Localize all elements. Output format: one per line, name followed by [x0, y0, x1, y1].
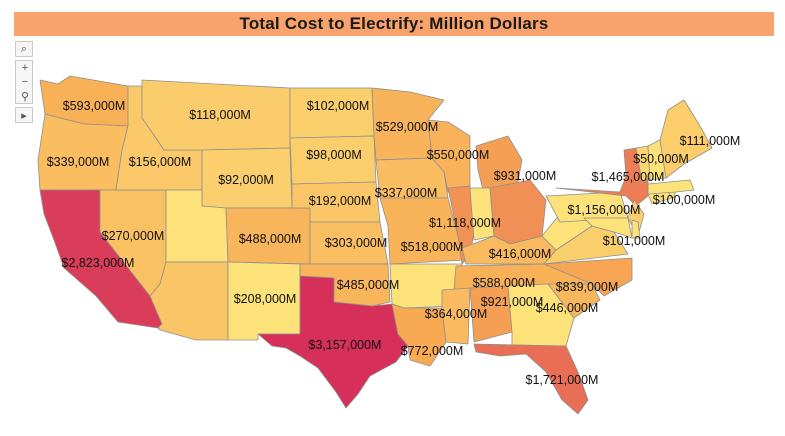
state-value-label-va: $101,000M	[603, 234, 666, 248]
state-md[interactable]	[583, 217, 633, 239]
state-value-label-wi: $550,000M	[427, 148, 490, 162]
map-title-bar: Total Cost to Electrify: Million Dollars	[14, 12, 774, 36]
state-value-label-nc: $839,000M	[556, 280, 619, 294]
play-button[interactable]: ▸	[15, 107, 33, 123]
map-title: Total Cost to Electrify: Million Dollars	[239, 14, 549, 33]
state-me[interactable]	[659, 99, 713, 179]
state-value-label-ny: $1,465,000M	[592, 170, 665, 184]
state-value-label-ia: $337,000M	[375, 186, 438, 200]
zoom-in-button[interactable]: +	[16, 61, 34, 75]
state-value-label-wa: $593,000M	[63, 99, 126, 113]
state-value-label-vt: $50,000M	[633, 152, 689, 166]
search-button[interactable]: ⌕	[15, 41, 33, 57]
zoom-controls: + − ⚲	[15, 60, 33, 104]
state-value-label-mo: $518,000M	[401, 240, 464, 254]
search-icon: ⌕	[20, 42, 28, 55]
zoom-out-button[interactable]: −	[16, 75, 34, 89]
state-or[interactable]	[37, 113, 129, 191]
state-labels: $593,000M $339,000M $2,823,000M $270,000M $1…	[47, 99, 741, 387]
state-nd[interactable]	[289, 87, 375, 139]
state-value-label-fl: $1,721,000M	[526, 373, 599, 387]
state-value-label-nd: $102,000M	[307, 99, 370, 113]
state-value-label-la: $772,000M	[401, 344, 464, 358]
state-value-label-al: $921,000M	[481, 295, 544, 309]
play-icon: ▸	[21, 109, 27, 122]
state-value-label-tn: $588,000M	[473, 276, 536, 290]
state-value-label-wy: $92,000M	[218, 173, 274, 187]
map-controls: ⌕ + − ⚲ ▸	[15, 41, 35, 126]
state-shapes	[37, 75, 713, 415]
state-ia[interactable]	[375, 157, 449, 199]
state-value-label-me: $111,000M	[680, 134, 741, 148]
state-value-label-az: $208,000M	[234, 292, 297, 306]
state-value-label-mi: $931,000M	[494, 169, 557, 183]
state-la[interactable]	[391, 303, 447, 367]
state-nc[interactable]	[543, 257, 633, 297]
pin-icon: ⚲	[20, 90, 30, 103]
zoom-out-icon: −	[21, 76, 29, 88]
state-value-label-tx: $3,157,000M	[309, 338, 382, 352]
zoom-in-icon: +	[21, 62, 29, 74]
state-ms[interactable]	[441, 287, 471, 345]
state-tx[interactable]	[257, 275, 409, 409]
state-value-label-co: $488,000M	[239, 232, 302, 246]
state-value-label-nj: $100,000M	[653, 193, 716, 207]
state-fl[interactable]	[473, 343, 589, 415]
state-value-label-or: $339,000M	[47, 155, 110, 169]
state-value-label-mt: $118,000M	[189, 108, 251, 122]
state-value-label-ok: $485,000M	[337, 278, 400, 292]
state-value-label-ne: $192,000M	[309, 194, 372, 208]
state-value-label-ms: $364,000M	[425, 307, 488, 321]
state-value-label-sc: $446,000M	[536, 301, 599, 315]
state-value-label-il: $1,118,000M	[429, 216, 501, 230]
state-ma[interactable]	[647, 179, 695, 195]
state-value-label-ky: $416,000M	[489, 247, 552, 261]
state-value-label-mn: $529,000M	[376, 120, 439, 134]
pin-button[interactable]: ⚲	[16, 89, 34, 103]
state-value-label-nv: $270,000M	[102, 229, 165, 243]
state-oh[interactable]	[489, 179, 547, 245]
state-value-label-ks: $303,000M	[325, 236, 388, 250]
state-value-label-oh: $1,156,000M	[568, 203, 641, 217]
state-value-label-id: $156,000M	[129, 155, 192, 169]
state-de[interactable]	[631, 219, 641, 239]
state-value-label-sd: $98,000M	[306, 148, 362, 162]
state-sc[interactable]	[547, 283, 601, 319]
state-value-label-ca: $2,823,000M	[62, 256, 135, 270]
